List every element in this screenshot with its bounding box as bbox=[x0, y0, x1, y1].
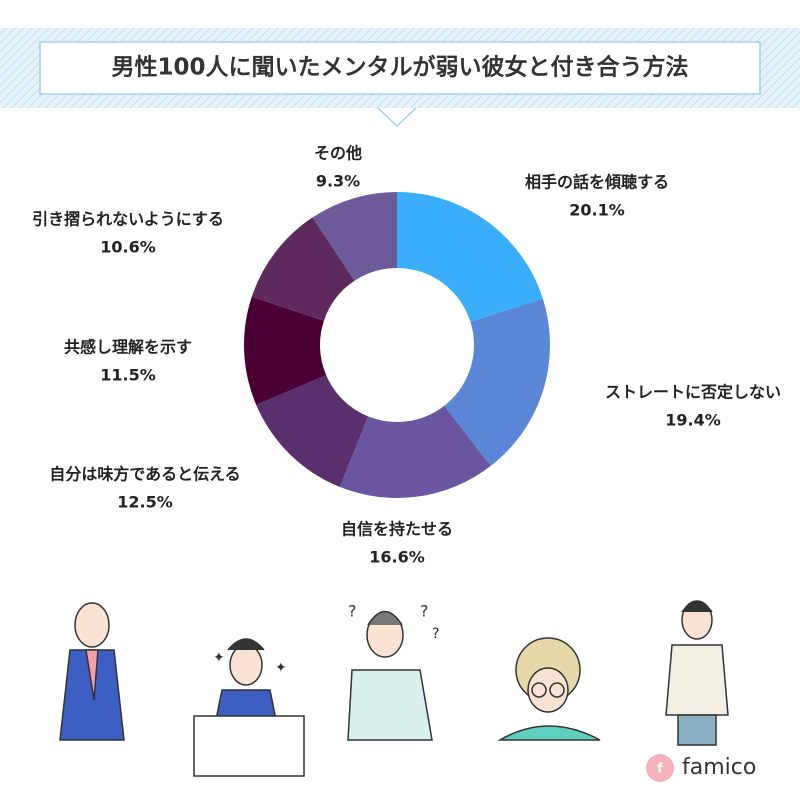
brand-logo: f famico bbox=[646, 754, 756, 782]
category-label: 共感し理解を示す bbox=[64, 338, 192, 357]
logo-glyph: f bbox=[657, 762, 663, 777]
category-label: 引き摺られないようにする bbox=[32, 210, 224, 229]
donut-segment bbox=[397, 192, 543, 322]
illustrations: ✦ ✦ ? ? ? bbox=[59, 600, 729, 777]
chart-title: 男性100人に聞いたメンタルが弱い彼女と付き合う方法 bbox=[111, 54, 688, 81]
value-label: 10.6% bbox=[100, 238, 156, 257]
person-thinking: ? ? ? bbox=[347, 602, 439, 741]
question-mark: ? bbox=[420, 602, 429, 621]
category-label: 自分は味方であると伝える bbox=[49, 465, 240, 484]
value-label: 12.5% bbox=[117, 493, 173, 512]
person-glasses bbox=[497, 637, 601, 741]
question-mark: ? bbox=[432, 626, 439, 642]
logo-icon bbox=[646, 754, 674, 782]
category-label: ストレートに否定しない bbox=[605, 383, 781, 402]
donut-segment bbox=[244, 296, 327, 405]
person-sweater bbox=[665, 600, 729, 746]
brand-name: famico bbox=[682, 755, 756, 780]
person-suit bbox=[59, 602, 125, 741]
category-label: その他 bbox=[314, 144, 362, 163]
donut-segment bbox=[251, 217, 355, 321]
banner-box bbox=[39, 41, 761, 95]
person-board: ✦ ✦ bbox=[193, 638, 305, 777]
sparkle: ✦ bbox=[213, 650, 225, 666]
banner-pointer bbox=[377, 107, 417, 128]
donut-segment bbox=[444, 298, 550, 466]
value-label: 20.1% bbox=[569, 201, 625, 220]
labels: 相手の話を傾聴する 20.1% ストレートに否定しない 19.4% 自信を持たせる 16.… bbox=[32, 144, 781, 567]
donut-segment bbox=[256, 375, 369, 487]
category-label: 自信を持たせる bbox=[341, 520, 453, 539]
category-label: 相手の話を傾聴する bbox=[525, 173, 669, 192]
donut-segment bbox=[339, 405, 491, 498]
title-banner: 男性100人に聞いたメンタルが弱い彼女と付き合う方法 bbox=[0, 28, 800, 128]
value-label: 9.3% bbox=[316, 172, 360, 191]
value-label: 16.6% bbox=[369, 548, 425, 567]
value-label: 19.4% bbox=[665, 411, 721, 430]
donut-chart bbox=[244, 192, 550, 498]
question-mark: ? bbox=[348, 602, 357, 621]
sparkle: ✦ bbox=[275, 660, 287, 676]
donut-segment bbox=[312, 192, 397, 281]
value-label: 11.5% bbox=[100, 366, 156, 385]
